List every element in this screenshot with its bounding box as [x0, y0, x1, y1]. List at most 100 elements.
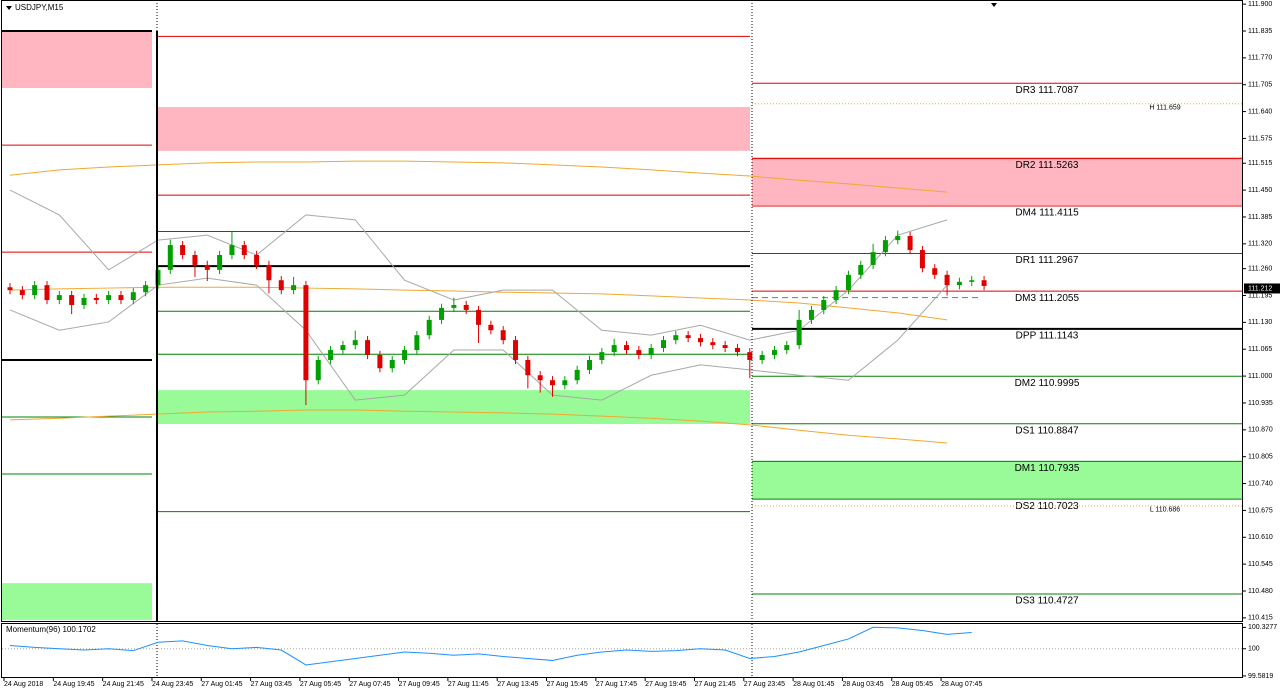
candle-body — [488, 324, 494, 331]
candle-body — [44, 285, 50, 301]
x-tick-label: 27 Aug 05:45 — [300, 681, 341, 688]
candle-body — [525, 359, 531, 376]
candle-body — [340, 345, 346, 351]
y-tick-label: 111.770 — [1248, 55, 1272, 62]
candle-body — [229, 245, 235, 255]
candle-body — [81, 297, 87, 306]
candle-body — [550, 380, 556, 386]
candle-body — [130, 292, 136, 301]
menu-arrow[interactable] — [6, 6, 12, 10]
candle-body — [981, 280, 987, 286]
candle-body — [352, 340, 358, 346]
moving-average — [9, 160, 948, 193]
momentum-line — [9, 626, 972, 666]
candle-body — [969, 280, 975, 282]
y-tick-label: 111.450 — [1248, 187, 1272, 194]
candle-body — [722, 345, 728, 348]
last-price-label: 111.212 — [1248, 285, 1272, 292]
x-tick-label: 27 Aug 17:45 — [596, 681, 637, 688]
y-tick-label: 111.515 — [1248, 160, 1272, 167]
y-tick-label: 110.935 — [1248, 400, 1273, 407]
band-upper — [9, 189, 948, 341]
x-tick-label: 27 Aug 07:45 — [349, 681, 390, 688]
y-tick-label: 111.900 — [1248, 1, 1272, 8]
candle-body — [328, 350, 334, 360]
pivot-label: DPP 111.1143 — [1016, 330, 1079, 341]
x-tick-label: 27 Aug 01:45 — [201, 681, 242, 688]
pivot-label: DR3 111.7087 — [1015, 85, 1078, 96]
candle-body — [377, 355, 383, 369]
y-tick-label: 110.545 — [1248, 561, 1273, 568]
candle-body — [241, 245, 247, 255]
candle-body — [303, 285, 309, 381]
momentum-tick-label: 100.3277 — [1248, 624, 1277, 631]
candle-body — [439, 307, 445, 320]
candle-body — [624, 345, 629, 351]
x-tick-label: 28 Aug 01:45 — [793, 681, 834, 688]
candle-body — [143, 285, 149, 293]
zone — [2, 30, 152, 89]
candle-body — [833, 290, 839, 301]
momentum-tick-label: 100 — [1248, 646, 1260, 653]
momentum-label: Momentum(96) 100.1702 — [6, 625, 96, 634]
y-tick-label: 111.575 — [1248, 135, 1272, 142]
candle-body — [845, 274, 851, 291]
y-tick-label: 110.805 — [1248, 454, 1273, 461]
candle-body — [673, 335, 679, 341]
candle-body — [204, 264, 210, 270]
pivot-label: DR2 111.5263 — [1015, 160, 1078, 171]
candle-body — [69, 295, 75, 306]
main-panel-border — [1, 0, 1243, 622]
x-tick-label: 27 Aug 03:45 — [251, 681, 292, 688]
candle-body — [463, 305, 469, 310]
pivot-label: DS1 110.8847 — [1015, 425, 1079, 436]
x-tick-label: 27 Aug 23:45 — [744, 681, 785, 688]
y-tick-label: 111.195 — [1248, 292, 1272, 299]
candle-body — [106, 295, 112, 301]
candle-body — [919, 250, 925, 269]
candle-body — [734, 347, 740, 353]
x-tick-label: 27 Aug 19:45 — [645, 681, 686, 688]
zone — [158, 107, 750, 151]
candle-body — [402, 350, 408, 360]
candle-body — [907, 235, 913, 251]
candle-body — [513, 340, 519, 360]
candle-body — [278, 280, 284, 291]
y-tick-label: 111.835 — [1248, 28, 1272, 35]
candle-body — [266, 264, 272, 281]
candle-body — [167, 245, 173, 270]
last-price-box — [1244, 283, 1280, 294]
x-tick-label: 27 Aug 13:45 — [497, 681, 538, 688]
candle-body — [451, 305, 457, 308]
x-tick-label: 24 Aug 2018 — [4, 681, 43, 688]
shift-marker — [991, 3, 997, 7]
y-tick-label: 110.415 — [1248, 615, 1273, 622]
y-tick-label: 110.480 — [1248, 588, 1273, 595]
candle-body — [858, 264, 864, 275]
candle-body — [747, 352, 753, 360]
plot: DR3 111.7087 DR2 111.5263 DM4 111.4115 DR1 … — [2, 29, 1243, 620]
x-tick-label: 24 Aug 21:45 — [103, 681, 144, 688]
zone — [752, 460, 1243, 499]
candle-body — [808, 309, 814, 320]
candle-body — [599, 352, 605, 360]
high-label: H 111.659 — [1149, 105, 1180, 112]
candle-body — [291, 285, 297, 291]
pivot-label: DM1 110.7935 — [1015, 463, 1080, 474]
candle-body — [784, 345, 790, 351]
candle-body — [882, 240, 888, 253]
candle-body — [500, 330, 506, 341]
candle-body — [895, 235, 901, 241]
momentum-tick-label: 99.5819 — [1248, 673, 1273, 680]
candle-body — [574, 369, 580, 381]
candle-body — [771, 350, 777, 356]
candle-body — [192, 254, 198, 265]
x-tick-label: 28 Aug 05:45 — [892, 681, 933, 688]
candle-body — [587, 359, 593, 370]
x-tick-label: 28 Aug 07:45 — [941, 681, 982, 688]
y-tick-label: 110.610 — [1248, 534, 1273, 541]
candle-body — [956, 281, 962, 286]
candle-body — [389, 359, 395, 369]
candle-body — [254, 254, 260, 265]
